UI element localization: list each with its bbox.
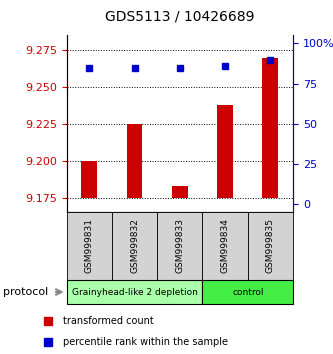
Text: protocol: protocol (3, 287, 49, 297)
Bar (127, 124, 143, 198)
Text: GSM999831: GSM999831 (85, 218, 94, 273)
Bar (67, 280, 202, 304)
Bar (157, 212, 202, 280)
Text: GSM999833: GSM999833 (175, 218, 184, 273)
Text: control: control (232, 287, 263, 297)
Text: GSM999834: GSM999834 (220, 218, 230, 273)
Bar (202, 212, 248, 280)
Bar (67, 212, 112, 280)
Text: GDS5113 / 10426689: GDS5113 / 10426689 (105, 9, 254, 23)
Text: transformed count: transformed count (63, 316, 154, 326)
Text: GSM999835: GSM999835 (266, 218, 275, 273)
Bar (248, 212, 293, 280)
Bar (262, 57, 278, 198)
Text: percentile rank within the sample: percentile rank within the sample (63, 337, 227, 348)
Bar (81, 161, 97, 198)
Bar (112, 212, 157, 280)
Bar (217, 105, 233, 198)
Bar (172, 186, 188, 198)
Text: GSM999832: GSM999832 (130, 218, 139, 273)
Bar (202, 280, 293, 304)
Text: Grainyhead-like 2 depletion: Grainyhead-like 2 depletion (72, 287, 197, 297)
